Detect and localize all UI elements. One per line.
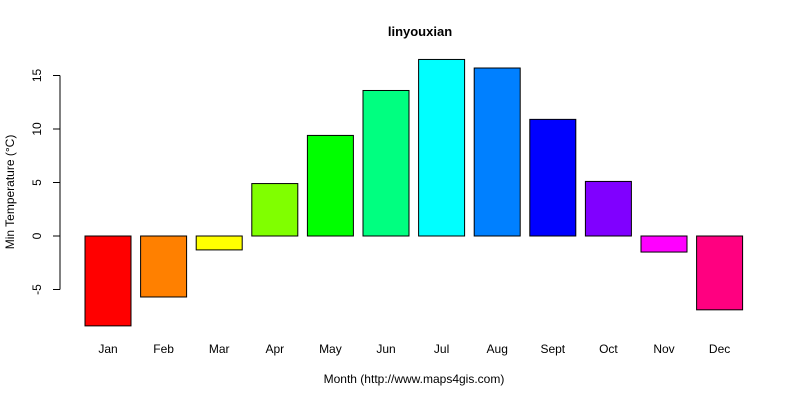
bar-jun (362, 89, 410, 237)
x-tick-label: Oct (599, 342, 618, 356)
x-tick-label: Feb (153, 342, 174, 356)
bar-jul (418, 58, 466, 237)
x-axis-tick-labels: Jan Feb Mar Apr May Jun Jul Aug Sept Oct Nov Dec (98, 342, 730, 356)
bar-mar (195, 235, 243, 251)
x-tick-label: Sept (540, 342, 565, 356)
x-tick-label: Aug (487, 342, 508, 356)
bar-nov (640, 235, 688, 253)
bar-feb (140, 235, 188, 298)
x-tick-label: Dec (709, 342, 730, 356)
bars-group (84, 58, 744, 327)
bar-aug (473, 67, 521, 237)
x-tick-label: Apr (265, 342, 284, 356)
bar-sept (529, 118, 577, 237)
bar-apr (251, 183, 299, 237)
bar-oct (584, 180, 632, 237)
y-axis-ticks: -5 0 5 10 15 (30, 69, 60, 295)
x-tick-label: Mar (209, 342, 230, 356)
y-tick-label: 5 (30, 179, 44, 186)
x-tick-label: May (319, 342, 342, 356)
x-axis-label: Month (http://www.maps4gis.com) (324, 372, 505, 386)
x-tick-label: Jun (376, 342, 395, 356)
y-tick-label: 15 (30, 69, 44, 83)
x-tick-label: Jan (98, 342, 117, 356)
x-tick-label: Jul (434, 342, 449, 356)
bar-jan (84, 235, 132, 327)
x-tick-label: Nov (653, 342, 674, 356)
y-tick-label: -5 (30, 284, 44, 295)
bar-dec (696, 235, 744, 311)
chart-title: linyouxian (388, 24, 452, 39)
bar-may (306, 134, 354, 237)
y-axis-label: Min Temperature (°C) (3, 135, 17, 250)
y-tick-label: 10 (30, 122, 44, 136)
y-tick-label: 0 (30, 232, 44, 239)
